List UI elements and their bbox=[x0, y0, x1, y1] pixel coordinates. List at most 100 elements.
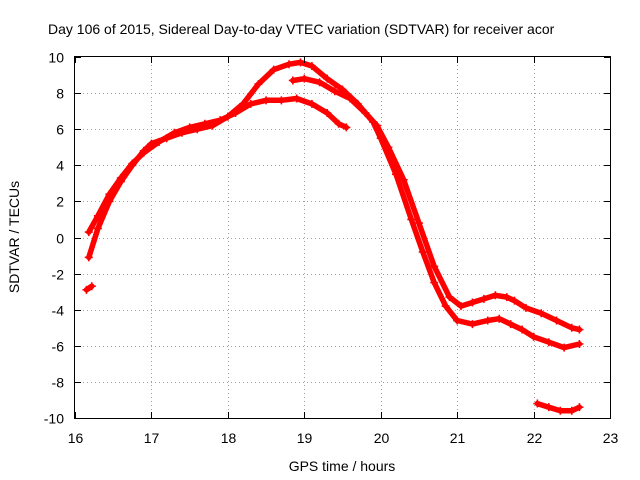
data-point bbox=[323, 74, 332, 83]
data-point bbox=[430, 262, 439, 271]
data-point bbox=[575, 403, 584, 412]
data-point bbox=[84, 253, 93, 262]
data-point bbox=[495, 314, 504, 323]
y-axis-label: SDTVAR / TECUs bbox=[6, 181, 22, 293]
data-point bbox=[346, 94, 355, 103]
data-point bbox=[139, 148, 148, 157]
series-arc-1 bbox=[86, 59, 583, 351]
x-tick-label: 18 bbox=[221, 430, 237, 446]
tick-labels: 16 17 18 19 20 21 22 23 -10 -8 -6 -4 -2 0 2 4 6 8 10 bbox=[44, 50, 619, 447]
series-arc-2 bbox=[86, 95, 350, 235]
data-point bbox=[285, 60, 293, 69]
data-series bbox=[82, 58, 584, 415]
y-tick-label: 10 bbox=[48, 50, 64, 66]
data-point bbox=[155, 137, 164, 146]
data-point bbox=[128, 159, 137, 168]
y-tick-label: 2 bbox=[56, 194, 64, 210]
data-point bbox=[441, 302, 450, 311]
y-tick-label: -2 bbox=[52, 267, 65, 283]
x-tick-label: 21 bbox=[450, 430, 466, 446]
x-tick-label: 17 bbox=[144, 430, 160, 446]
data-point bbox=[246, 99, 255, 108]
data-point bbox=[430, 278, 439, 287]
data-point bbox=[468, 298, 477, 307]
y-tick-label: -6 bbox=[52, 339, 65, 355]
data-point bbox=[82, 285, 91, 294]
x-tick-label: 19 bbox=[297, 430, 313, 446]
data-point bbox=[521, 303, 530, 312]
axis-ticks bbox=[75, 57, 611, 419]
data-point bbox=[575, 325, 584, 334]
data-point bbox=[544, 338, 553, 347]
data-point bbox=[533, 399, 542, 408]
data-point bbox=[372, 121, 381, 130]
data-point bbox=[361, 108, 370, 117]
data-point bbox=[407, 215, 416, 224]
data-point bbox=[292, 94, 301, 103]
data-point bbox=[556, 406, 565, 415]
data-point bbox=[575, 339, 584, 348]
data-point bbox=[87, 282, 96, 291]
data-point bbox=[116, 173, 125, 182]
x-tick-label: 16 bbox=[68, 430, 84, 446]
data-point bbox=[560, 343, 569, 352]
data-point bbox=[254, 80, 263, 89]
data-point bbox=[518, 325, 527, 334]
data-point bbox=[445, 293, 454, 302]
y-tick-label: -10 bbox=[44, 411, 64, 427]
y-tick-label: -8 bbox=[52, 375, 65, 391]
data-point bbox=[399, 175, 408, 184]
data-point bbox=[567, 323, 576, 332]
data-point bbox=[502, 293, 511, 302]
x-tick-label: 20 bbox=[374, 430, 390, 446]
data-point bbox=[384, 143, 393, 152]
y-tick-label: 6 bbox=[56, 122, 64, 138]
data-point bbox=[200, 119, 209, 128]
data-point bbox=[479, 294, 488, 303]
y-tick-label: 0 bbox=[56, 231, 64, 247]
data-point bbox=[544, 403, 553, 412]
data-point bbox=[170, 128, 179, 137]
data-point bbox=[453, 316, 462, 325]
data-point bbox=[567, 406, 576, 415]
data-point bbox=[216, 116, 225, 125]
data-point bbox=[330, 87, 339, 96]
plot-frame bbox=[74, 56, 611, 419]
series-arc-5 bbox=[534, 400, 583, 414]
data-point bbox=[506, 320, 515, 329]
data-point bbox=[334, 119, 343, 128]
data-point bbox=[288, 76, 297, 85]
y-tick-label: 4 bbox=[56, 158, 64, 174]
data-point bbox=[105, 190, 114, 199]
y-tick-label: -4 bbox=[52, 303, 65, 319]
data-point bbox=[93, 224, 102, 233]
data-point bbox=[483, 316, 492, 325]
data-point bbox=[93, 211, 102, 220]
data-point bbox=[418, 247, 427, 256]
data-point bbox=[323, 108, 332, 117]
grid-lines bbox=[75, 57, 610, 418]
data-point bbox=[307, 62, 316, 71]
data-point bbox=[296, 58, 305, 67]
data-point bbox=[84, 228, 93, 237]
data-point bbox=[269, 65, 278, 74]
data-point bbox=[468, 320, 477, 329]
data-point bbox=[307, 99, 316, 108]
data-point bbox=[552, 316, 561, 325]
data-point bbox=[231, 108, 240, 117]
x-tick-label: 22 bbox=[527, 430, 543, 446]
y-tick-label: 8 bbox=[56, 86, 64, 102]
data-point bbox=[510, 296, 519, 305]
data-point bbox=[414, 219, 423, 228]
data-point bbox=[342, 123, 351, 132]
data-point bbox=[277, 96, 286, 105]
chart-title: Day 106 of 2015, Sidereal Day-to-day VTE… bbox=[48, 21, 555, 37]
data-point bbox=[491, 291, 500, 300]
data-point bbox=[456, 302, 465, 311]
data-point bbox=[315, 78, 324, 87]
data-point bbox=[537, 309, 546, 318]
data-point bbox=[300, 74, 309, 83]
x-axis-label: GPS time / hours bbox=[289, 458, 396, 474]
data-point bbox=[185, 123, 194, 132]
